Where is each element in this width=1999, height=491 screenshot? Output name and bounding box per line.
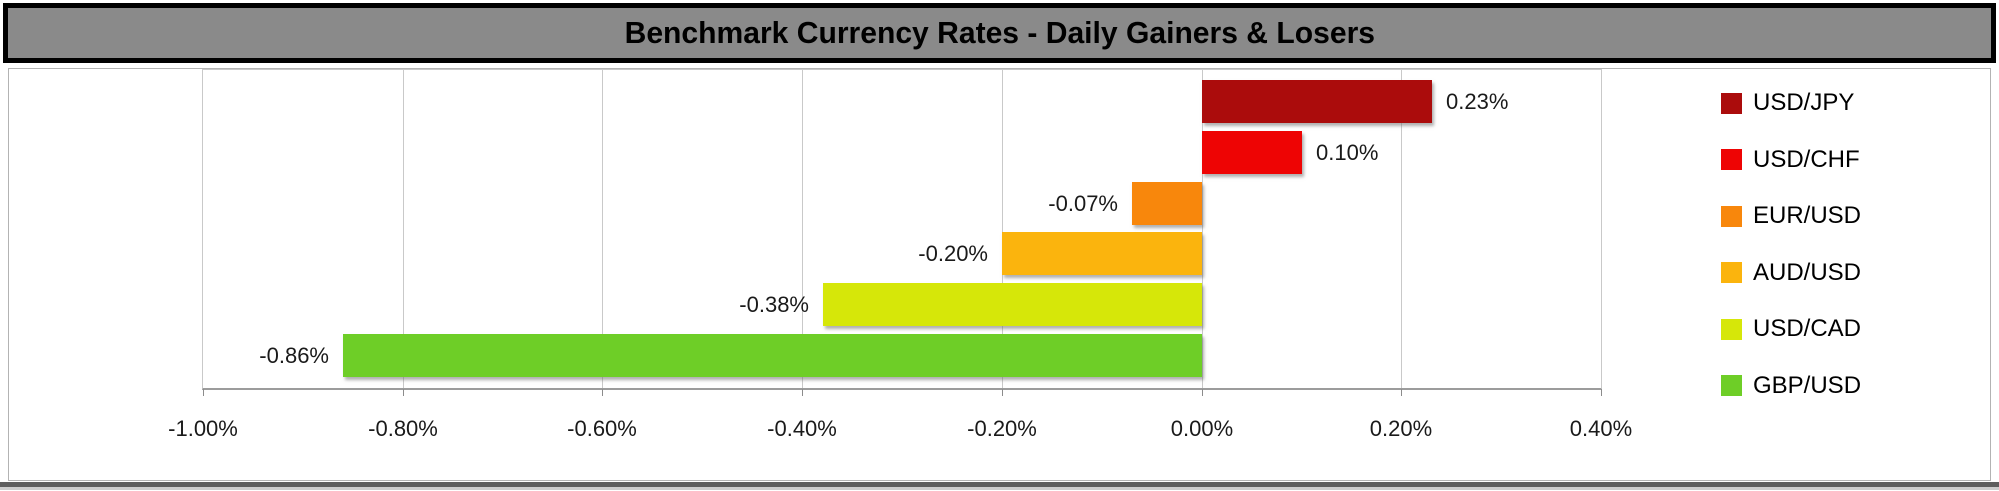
axis-tick [1401,389,1402,396]
bar-data-label: -0.07% [1048,191,1118,216]
legend-label: USD/CAD [1753,315,1862,343]
axis-tick [1202,389,1203,396]
axis-tick-label: -1.00% [168,416,238,441]
legend: USD/JPY USD/CHF EUR/USD AUD/USD USD/CAD GBP/U… [1721,75,1861,414]
legend-item-eur-usd: EUR/USD [1721,188,1861,245]
bar-data-label: -0.86% [259,343,329,368]
legend-label: USD/CHF [1753,145,1860,173]
plot-area: 0.23% 0.10% -0.07% -0.20% -0.38% -0.86% [202,69,1602,390]
legend-item-usd-chf: USD/CHF [1721,132,1861,189]
gridline [1401,70,1402,388]
axis-tick-label: -0.80% [368,416,438,441]
legend-label: AUD/USD [1753,258,1862,286]
bar-data-label: 0.23% [1446,89,1509,114]
bar-aud-usd [1002,232,1202,275]
axis-tick-label: 0.00% [1170,416,1234,441]
legend-label: USD/JPY [1753,89,1855,117]
legend-swatch-icon [1721,149,1742,171]
gridline [403,70,404,388]
bar-data-label: -0.38% [739,292,809,317]
gridline [1002,70,1003,388]
axis-tick-label: 0.20% [1369,416,1433,441]
bar-eur-usd [1132,182,1202,225]
gridline [802,70,803,388]
legend-label: EUR/USD [1753,202,1862,230]
axis-tick [1601,389,1602,396]
legend-item-usd-jpy: USD/JPY [1721,75,1861,132]
legend-item-gbp-usd: GBP/USD [1721,358,1861,415]
legend-swatch-icon [1721,318,1742,340]
bar-data-label: 0.10% [1316,140,1379,165]
bar-usd-jpy [1202,80,1432,123]
legend-swatch-icon [1721,375,1742,397]
legend-item-aud-usd: AUD/USD [1721,245,1861,302]
legend-swatch-icon [1721,262,1742,284]
axis-tick-label: -0.20% [967,416,1037,441]
legend-label: GBP/USD [1753,371,1862,399]
bar-data-label: -0.20% [918,241,988,266]
bar-gbp-usd [343,334,1202,377]
axis-tick-label: 0.40% [1569,416,1633,441]
chart-area: 0.23% 0.10% -0.07% -0.20% -0.38% -0.86% -1.00… [8,68,1991,481]
bottom-border-rule [0,482,1999,487]
axis-tick [1002,389,1003,396]
legend-swatch-icon [1721,92,1742,114]
gridline [602,70,603,388]
axis-tick [403,389,404,396]
legend-item-usd-cad: USD/CAD [1721,301,1861,358]
axis-tick-label: -0.40% [767,416,837,441]
axis-tick [802,389,803,396]
legend-swatch-icon [1721,205,1742,227]
gridline [1202,70,1203,388]
axis-tick-label: -0.60% [567,416,637,441]
bottom-border-rule-light [0,487,1999,490]
axis-tick [602,389,603,396]
chart-title-bar: Benchmark Currency Rates - Daily Gainers… [3,3,1996,63]
bar-usd-cad [823,283,1202,326]
axis-tick [203,389,204,396]
chart-title: Benchmark Currency Rates - Daily Gainers… [624,15,1375,50]
bar-usd-chf [1202,131,1302,174]
